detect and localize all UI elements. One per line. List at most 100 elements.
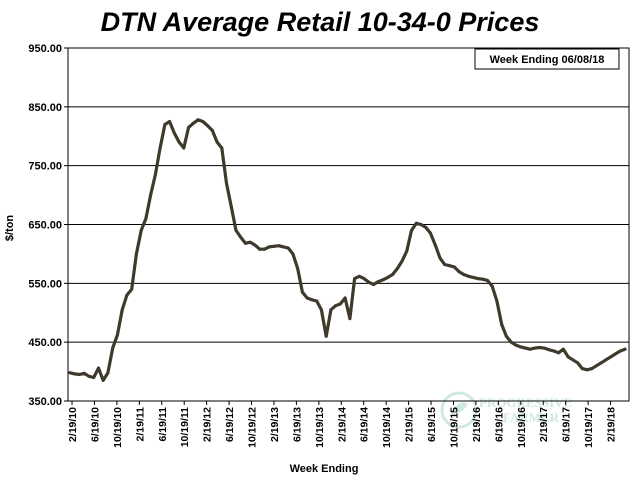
data-point-2 — [78, 373, 81, 376]
data-point-28 — [201, 120, 205, 123]
data-point-116 — [618, 349, 622, 353]
data-point-9 — [111, 346, 115, 350]
data-point-0 — [68, 371, 72, 375]
data-point-16 — [144, 217, 148, 221]
data-point-23 — [177, 140, 181, 144]
data-point-60 — [353, 277, 357, 281]
data-point-106 — [571, 358, 575, 362]
legend-text: Week Ending 06/08/18 — [490, 54, 605, 66]
data-point-45 — [282, 245, 285, 249]
data-point-79 — [443, 263, 447, 266]
data-point-13 — [130, 287, 134, 291]
x-tick-label-21: 2/19/17 — [538, 407, 550, 442]
data-point-29 — [206, 124, 210, 128]
data-point-105 — [566, 355, 570, 359]
data-point-7 — [101, 378, 105, 382]
data-point-19 — [158, 146, 162, 150]
x-tick-label-8: 10/19/12 — [247, 407, 259, 448]
data-point-44 — [277, 244, 281, 248]
x-tick-label-11: 10/19/13 — [314, 407, 326, 448]
data-point-111 — [595, 364, 598, 368]
watermark-text-2: FARMER — [503, 410, 560, 425]
data-point-92 — [504, 334, 508, 338]
data-point-31 — [215, 140, 219, 144]
data-point-80 — [448, 264, 451, 268]
data-point-39 — [253, 243, 257, 247]
data-point-94 — [514, 343, 518, 347]
data-point-4 — [87, 374, 91, 378]
data-point-10 — [115, 333, 119, 337]
data-point-48 — [296, 267, 300, 271]
x-tick-label-9: 2/19/13 — [269, 407, 281, 442]
data-point-87 — [481, 277, 485, 281]
x-tick-label-12: 2/19/14 — [336, 407, 348, 442]
data-point-58 — [343, 296, 347, 300]
data-point-108 — [580, 367, 584, 371]
data-point-97 — [528, 347, 532, 351]
y-ticks: 350.00 450.00 550.00 650.00 750.00 850.00 950.… — [28, 43, 68, 408]
watermark-leaf-icon — [451, 402, 468, 414]
data-point-54 — [324, 334, 328, 338]
data-point-55 — [329, 308, 333, 312]
x-tick-label-7: 6/19/12 — [224, 407, 236, 442]
legend-box: Week Ending 06/08/18 — [474, 48, 620, 70]
watermark-circle-icon — [440, 391, 478, 429]
data-point-102 — [552, 349, 556, 353]
x-tick-label-5: 10/19/11 — [179, 407, 191, 447]
data-point-85 — [471, 275, 475, 279]
data-point-15 — [139, 228, 143, 232]
data-point-104 — [561, 347, 565, 351]
x-tick-label-20: 10/19/16 — [516, 407, 528, 448]
data-point-99 — [538, 346, 542, 349]
x-tick-label-4: 6/19/11 — [157, 407, 169, 442]
data-point-41 — [263, 247, 266, 251]
x-tick-label-22: 6/19/17 — [561, 407, 573, 442]
data-point-38 — [248, 240, 252, 244]
y-tick-label-6: 950.00 — [28, 43, 62, 55]
data-point-114 — [609, 355, 613, 359]
data-point-109 — [585, 368, 589, 372]
data-point-91 — [500, 323, 504, 326]
data-point-32 — [220, 146, 224, 150]
data-point-20 — [163, 123, 167, 126]
data-point-52 — [315, 299, 319, 303]
data-point-74 — [419, 223, 423, 226]
x-tick-label-10: 6/19/13 — [291, 407, 303, 442]
data-point-96 — [523, 346, 527, 350]
data-point-64 — [372, 283, 376, 286]
data-point-50 — [305, 296, 309, 300]
chart-title: DTN Average Retail 10-34-0 Prices — [101, 7, 540, 37]
data-point-42 — [267, 245, 271, 249]
data-point-73 — [414, 221, 418, 225]
data-point-36 — [239, 235, 243, 239]
data-point-46 — [286, 246, 290, 250]
data-point-40 — [258, 247, 262, 251]
data-point-1 — [73, 372, 77, 376]
data-point-49 — [300, 290, 304, 294]
x-tick-label-15: 2/19/15 — [404, 407, 416, 442]
x-tick-label-19: 6/19/16 — [493, 407, 505, 442]
data-point-33 — [225, 181, 228, 185]
data-point-53 — [319, 308, 323, 312]
data-point-51 — [310, 298, 314, 302]
data-point-61 — [357, 274, 361, 278]
data-point-62 — [362, 277, 366, 281]
x-tick-label-14: 10/19/14 — [381, 407, 393, 448]
data-point-71 — [405, 249, 409, 253]
x-tick-label-13: 6/19/14 — [359, 407, 371, 442]
data-point-89 — [490, 284, 494, 288]
y-tick-label-4: 750.00 — [28, 161, 62, 173]
data-point-11 — [120, 308, 124, 312]
data-point-98 — [533, 346, 537, 350]
watermark-logo: PROGRESSIVE FARMER — [440, 391, 572, 429]
data-point-117 — [623, 347, 627, 351]
data-point-76 — [429, 231, 432, 235]
data-point-75 — [424, 225, 428, 229]
data-point-56 — [334, 304, 338, 308]
data-point-6 — [97, 366, 100, 370]
x-tick-label-3: 2/19/11 — [134, 407, 146, 442]
data-point-5 — [92, 376, 96, 379]
x-tick-label-16: 6/19/15 — [426, 407, 438, 442]
x-tick-label-23: 10/19/17 — [583, 407, 595, 448]
